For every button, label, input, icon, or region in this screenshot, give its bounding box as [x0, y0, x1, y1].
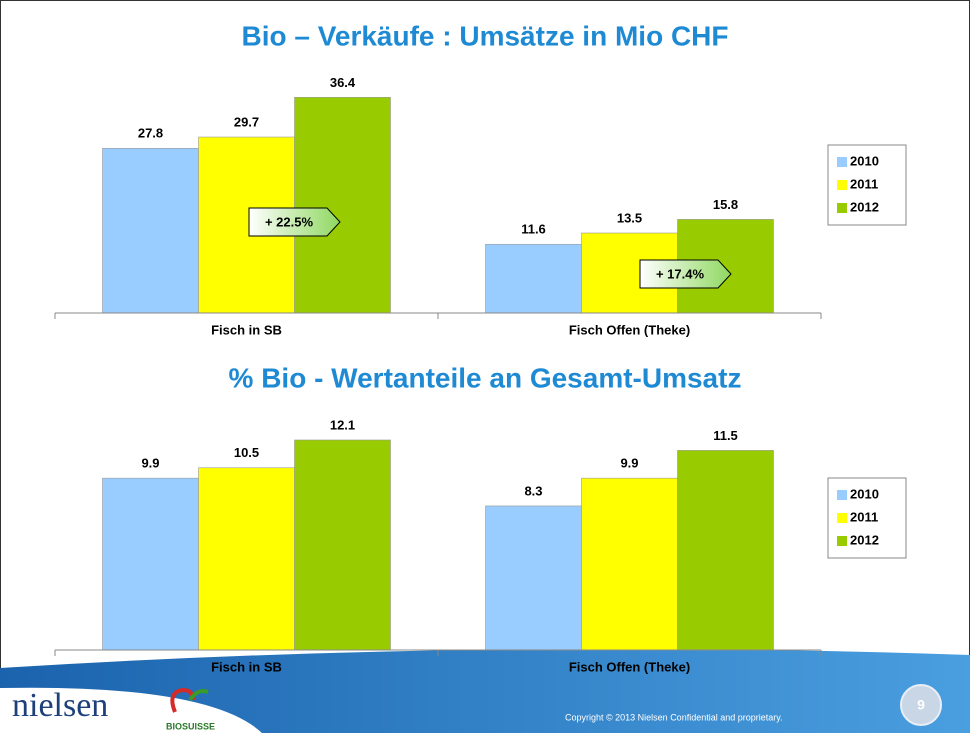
- chart-title: Bio – Verkäufe : Umsätze in Mio CHF: [242, 20, 729, 51]
- legend-swatch: [837, 536, 847, 546]
- biosuisse-logo: BIOSUISSE: [166, 721, 215, 731]
- bar: [581, 477, 678, 651]
- chart-title: % Bio - Wertanteile an Gesamt-Umsatz: [229, 362, 742, 393]
- bar: [198, 467, 295, 651]
- data-label: 9.9: [141, 456, 159, 471]
- data-label: 8.3: [524, 483, 542, 498]
- x-tick-label: Fisch Offen (Theke): [569, 659, 690, 674]
- bar: [294, 439, 391, 651]
- legend-swatch: [837, 203, 847, 213]
- data-label: 27.8: [138, 126, 163, 141]
- data-label: 11.6: [521, 222, 546, 237]
- data-label: 9.9: [620, 456, 638, 471]
- x-tick-label: Fisch in SB: [211, 322, 282, 337]
- data-label: 11.5: [713, 428, 738, 443]
- growth-label: + 22.5%: [265, 214, 314, 229]
- copyright: Copyright © 2013 Nielsen Confidential an…: [565, 712, 783, 722]
- page-number-badge: [900, 684, 942, 726]
- growth-label: + 17.4%: [656, 266, 705, 281]
- page-number: 9: [917, 697, 925, 713]
- nielsen-logo: nielsen: [12, 687, 108, 724]
- bar: [102, 477, 199, 651]
- bar: [677, 450, 774, 651]
- legend-label: 2011: [850, 176, 878, 191]
- legend-label: 2012: [850, 532, 879, 547]
- bar: [294, 97, 391, 314]
- legend-swatch: [837, 490, 847, 500]
- data-label: 15.8: [713, 197, 738, 212]
- legend-swatch: [837, 513, 847, 523]
- data-label: 10.5: [234, 445, 259, 460]
- legend-label: 2012: [850, 199, 879, 214]
- legend-label: 2011: [850, 509, 878, 524]
- footer-band: [0, 648, 970, 733]
- data-label: 29.7: [234, 114, 259, 129]
- legend-label: 2010: [850, 153, 879, 168]
- bar: [485, 243, 582, 314]
- bar: [485, 505, 582, 651]
- legend-swatch: [837, 180, 847, 190]
- x-tick-label: Fisch in SB: [211, 659, 282, 674]
- data-label: 12.1: [330, 417, 355, 432]
- data-label: 36.4: [330, 75, 356, 90]
- footer-logo-area: [0, 687, 262, 733]
- legend-swatch: [837, 157, 847, 167]
- legend-label: 2010: [850, 486, 879, 501]
- data-label: 13.5: [617, 210, 642, 225]
- biosuisse-icon-leaf: [188, 689, 209, 702]
- bar: [102, 147, 199, 314]
- growth-arrow: [248, 207, 341, 237]
- growth-arrow: [639, 259, 732, 289]
- x-tick-label: Fisch Offen (Theke): [569, 322, 690, 337]
